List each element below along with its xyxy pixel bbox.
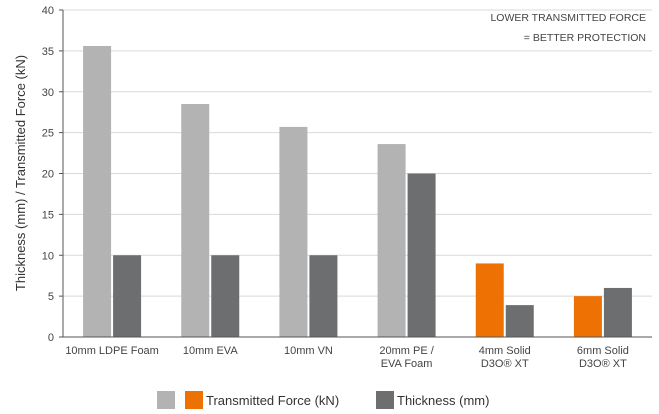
transmitted-force-bar: [475, 263, 504, 337]
legend-label: Transmitted Force (kN): [206, 393, 339, 408]
thickness-bar: [309, 255, 338, 337]
transmitted-force-bar: [83, 45, 112, 337]
y-tick-label: 10: [42, 250, 54, 262]
x-tick-label: 10mm VN: [284, 345, 333, 357]
transmitted-force-bar: [377, 144, 406, 337]
legend-label: Thickness (mm): [397, 393, 489, 408]
legend: Transmitted Force (kN) Thickness (mm): [157, 391, 489, 409]
thickness-bar: [407, 173, 436, 337]
thickness-bar: [603, 287, 632, 337]
x-tick-label: 10mm EVA: [183, 345, 238, 357]
x-tick-label: 20mm PE / EVA Foam: [379, 345, 434, 370]
legend-swatch: [185, 391, 203, 409]
y-tick-label: 0: [48, 332, 54, 344]
transmitted-force-bar: [181, 104, 210, 337]
gridlines: [63, 9, 652, 297]
y-tick-labels: 0 5 10 15 20 25 30 35 40: [42, 5, 63, 344]
annotation: LOWER TRANSMITTED FORCE = BETTER PROTECTI…: [490, 12, 646, 44]
y-tick-label: 20: [42, 169, 54, 181]
y-tick-label: 5: [48, 291, 54, 303]
x-tick-labels: 10mm LDPE Foam 10mm EVA 10mm VN 20mm PE / EV…: [65, 345, 629, 370]
transmitted-force-bar: [279, 126, 308, 337]
y-tick-label: 25: [42, 128, 54, 140]
thickness-bar: [211, 255, 240, 337]
y-axis-label: Thickness (mm) / Transmitted Force (kN): [13, 55, 28, 291]
annotation-line: = BETTER PROTECTION: [524, 32, 646, 44]
y-tick-label: 35: [42, 46, 54, 58]
thickness-bar: [113, 255, 142, 337]
transmitted-force-bar: [573, 296, 602, 337]
y-tick-label: 30: [42, 87, 54, 99]
bars: [83, 45, 632, 337]
legend-swatch: [157, 391, 175, 409]
x-tick-label: 6mm Solid D3O® XT: [577, 345, 629, 370]
x-tick-label: 10mm LDPE Foam: [65, 345, 159, 357]
y-tick-label: 15: [42, 209, 54, 221]
thickness-bar: [505, 305, 534, 337]
annotation-line: LOWER TRANSMITTED FORCE: [490, 12, 646, 24]
x-tick-label: 4mm Solid D3O® XT: [479, 345, 531, 370]
y-tick-label: 40: [42, 5, 54, 17]
legend-swatch: [376, 391, 394, 409]
